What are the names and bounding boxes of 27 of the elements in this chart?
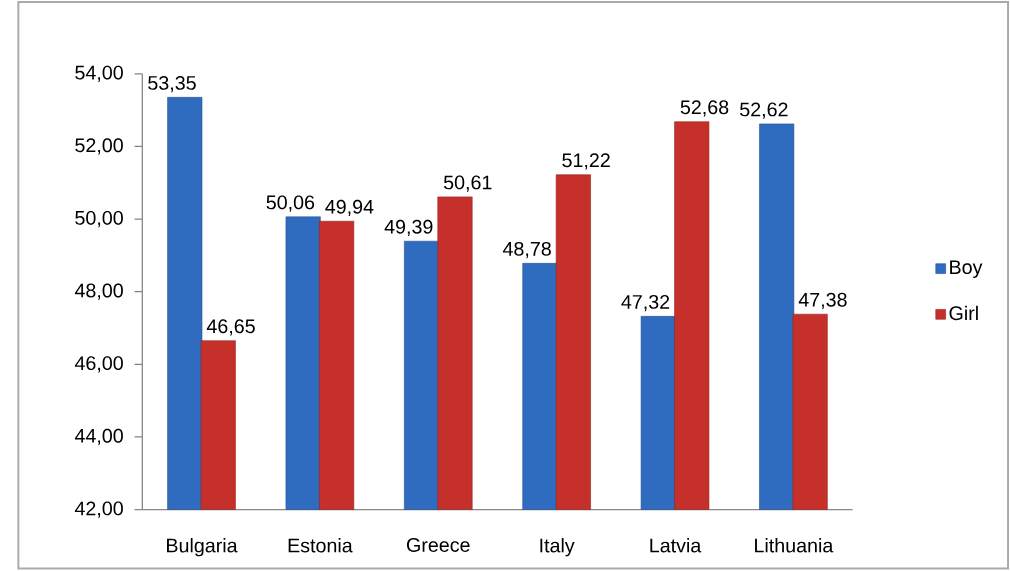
- data-label: 53,35: [148, 76, 196, 93]
- x-tick-label: Greece: [407, 538, 470, 553]
- x-tick-label: Latvia: [650, 538, 702, 553]
- data-label: 52,62: [740, 102, 788, 119]
- legend-label: Boy: [950, 260, 983, 279]
- data-label: 46,65: [206, 319, 255, 336]
- x-tick-label: Italy: [540, 538, 575, 557]
- data-label: 50,61: [443, 175, 492, 192]
- y-tick-label: 52,00: [75, 138, 123, 155]
- data-label: 51,22: [562, 153, 610, 170]
- y-tick-label: 54,00: [75, 65, 123, 83]
- y-tick-label: 46,00: [74, 356, 123, 373]
- data-label: 52,68: [680, 100, 729, 117]
- data-label: 47,32: [621, 295, 670, 312]
- y-tick-label: 44,00: [74, 429, 123, 446]
- legend-label: Girl: [949, 305, 978, 321]
- y-tick-label: 42,00: [74, 501, 123, 518]
- x-tick-label: Lithuania: [755, 538, 834, 553]
- data-label: 49,94: [325, 199, 374, 217]
- data-label: 47,38: [798, 292, 847, 310]
- data-label: 49,39: [384, 219, 433, 237]
- data-label: 50,06: [266, 195, 315, 212]
- x-tick-label: Bulgaria: [167, 538, 238, 557]
- y-tick-label: 50,00: [75, 211, 123, 228]
- data-label: 48,78: [502, 242, 551, 259]
- y-tick-label: 48,00: [74, 283, 123, 301]
- x-tick-label: Estonia: [288, 538, 353, 553]
